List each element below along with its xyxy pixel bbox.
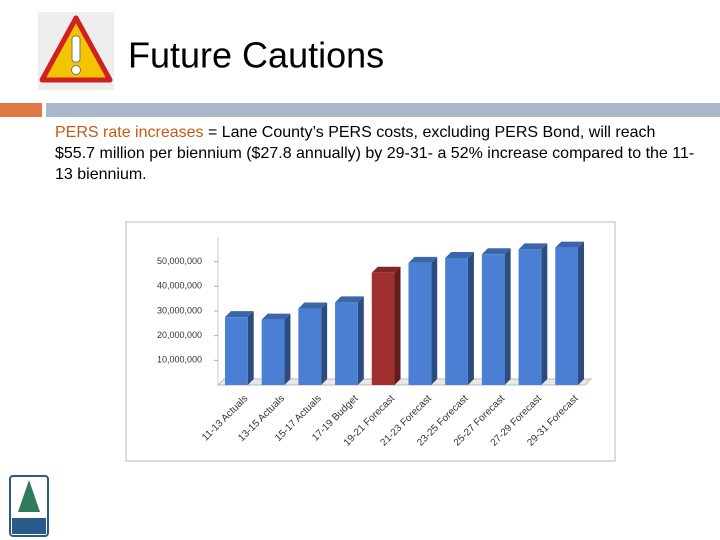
bar-side [578,241,585,385]
bar-side [431,256,438,385]
bar-side [247,311,254,385]
warning-dot [71,65,81,75]
bar-side [541,243,548,385]
bar-top [224,311,254,318]
bar [555,247,579,385]
bar [481,254,505,385]
bar [371,272,395,385]
bar [224,317,248,385]
y-tick-label: 50,000,000 [157,256,202,266]
logo-band [12,518,46,534]
logo-tree [18,480,40,512]
bar [408,262,432,385]
bar-top [445,251,474,258]
warning-bar [71,35,81,63]
bar-top [518,243,548,250]
bar-top [408,256,438,263]
bar-side [321,302,328,385]
y-tick-label: 30,000,000 [157,305,202,315]
body-text-rest: = Lane County’s PERS costs, excluding PE… [55,124,695,183]
logo [9,475,49,537]
bar-top [335,296,364,303]
bar-top [261,313,291,320]
y-tick-label: 20,000,000 [157,330,202,340]
accent-bar [0,103,42,117]
bar [518,249,542,385]
bar-side [284,313,291,385]
bar-side [504,248,511,385]
bar [261,319,285,385]
bar-top [298,302,328,309]
bar-top [481,248,511,255]
bar-side [394,266,401,385]
y-tick-label: 40,000,000 [157,281,202,291]
bar [445,257,468,385]
body-text: PERS rate increases = Lane County’s PERS… [55,122,695,185]
y-tick-label: 10,000,000 [157,355,202,365]
highlight-text: PERS rate increases [55,124,204,141]
bar-top [371,266,401,273]
bar-side [357,296,364,385]
bar-side [467,251,474,385]
bar [298,308,322,385]
header-rule [46,103,720,117]
warning-icon [38,12,114,90]
bar [335,302,358,385]
bar-top [555,241,585,248]
slide-title: Future Cautions [128,35,384,76]
